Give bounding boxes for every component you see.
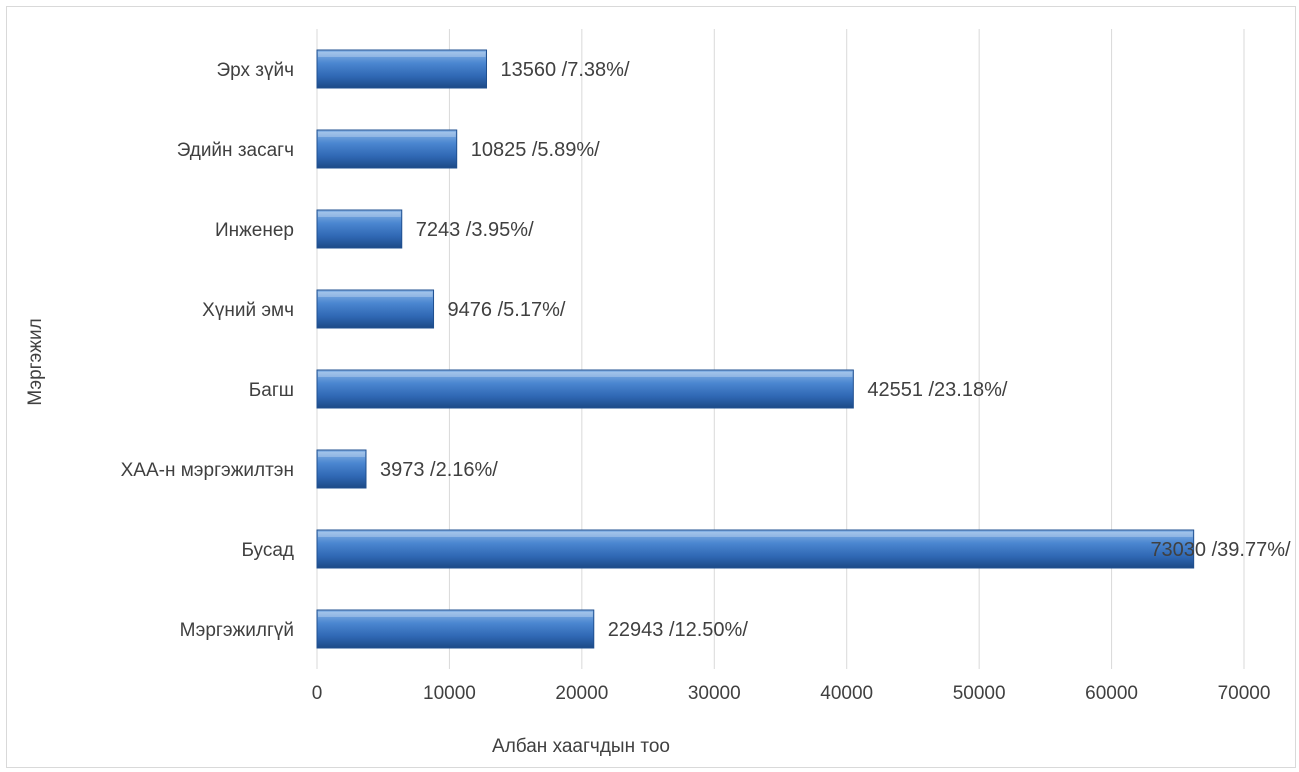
data-label: 13560 /7.38%/ — [501, 59, 630, 81]
category-label: Инженер — [215, 220, 294, 241]
y-axis-title: Мэргэжил — [25, 318, 46, 405]
data-label: 73030 /39.77%/ — [1150, 539, 1291, 561]
category-label: Бусад — [242, 540, 295, 561]
data-labels: 13560 /7.38%/ 10825 /5.89%/ 7243 /3.95%/ 94… — [380, 59, 1291, 641]
gridlines — [316, 29, 1245, 669]
bar-highlight — [318, 292, 433, 297]
bar-1 — [316, 49, 488, 89]
data-label: 22943 /12.50%/ — [608, 619, 749, 641]
x-tick-label: 40000 — [820, 683, 873, 704]
bar-3 — [316, 209, 403, 249]
x-tick-label: 50000 — [953, 683, 1006, 704]
category-label: Эдийн засагч — [177, 140, 294, 161]
x-axis-title: Албан хаагчдын тоо — [492, 736, 670, 757]
bar-highlight — [318, 212, 401, 217]
bar-highlight — [318, 612, 593, 617]
bar-7 — [316, 529, 1195, 569]
bar-highlight — [318, 532, 1193, 537]
bar-highlight — [318, 452, 365, 457]
x-tick-label: 10000 — [423, 683, 476, 704]
category-label: ХАА-н мэргэжилтэн — [121, 460, 294, 481]
x-tick-label: 20000 — [555, 683, 608, 704]
category-label: Багш — [249, 380, 294, 401]
x-tick-label: 60000 — [1085, 683, 1138, 704]
data-label: 10825 /5.89%/ — [471, 139, 600, 161]
category-label: Хүний эмч — [202, 300, 294, 321]
bar-highlight — [318, 52, 486, 57]
x-tick-label: 30000 — [688, 683, 741, 704]
bar-5 — [316, 369, 854, 409]
x-tick-label: 0 — [312, 683, 323, 704]
data-label: 3973 /2.16%/ — [380, 459, 498, 481]
bar-8 — [316, 609, 595, 649]
category-label: Эрх зүйч — [216, 60, 294, 81]
category-labels: Эрх зүйч Эдийн засагч Инженер Хүний эмч Багш… — [121, 60, 294, 641]
bars — [316, 49, 1195, 649]
x-tick-labels: 0 10000 20000 30000 40000 50000 60000 70000 — [312, 683, 1271, 704]
data-label: 42551 /23.18%/ — [867, 379, 1008, 401]
bar-6 — [316, 449, 367, 489]
data-label: 7243 /3.95%/ — [416, 219, 534, 241]
bar-4 — [316, 289, 435, 329]
chart-frame: 13560 /7.38%/ 10825 /5.89%/ 7243 /3.95%/ 94… — [6, 6, 1296, 768]
bar-highlight — [318, 372, 853, 377]
x-tick-label: 70000 — [1218, 683, 1271, 704]
bar-chart: 13560 /7.38%/ 10825 /5.89%/ 7243 /3.95%/ 94… — [25, 29, 1291, 757]
bar-2 — [316, 129, 458, 169]
data-label: 9476 /5.17%/ — [448, 299, 566, 321]
bar-highlight — [318, 132, 456, 137]
category-label: Мэргэжилгүй — [180, 620, 294, 641]
